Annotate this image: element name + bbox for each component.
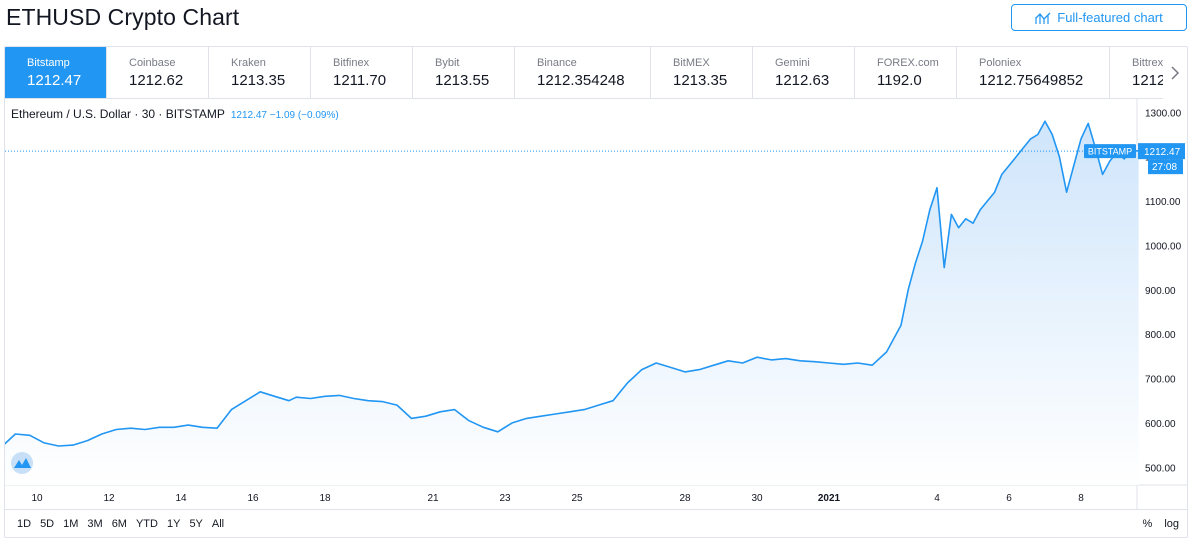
full-featured-chart-button[interactable]: Full-featured chart — [1011, 4, 1187, 31]
percent-scale-toggle[interactable]: % — [1142, 518, 1153, 530]
range-button-1m[interactable]: 1M — [63, 517, 79, 530]
exchange-price: 1213.35 — [673, 72, 728, 89]
price-chart[interactable]: 500.00 600.00 700.00 800.00 900.00 1000.00 110… — [5, 99, 1187, 509]
y-tick-label: 1300.00 — [1145, 108, 1182, 119]
range-button-all[interactable]: All — [211, 517, 225, 530]
exchange-tab-bybit[interactable]: Bybit 1213.55 — [413, 47, 515, 98]
exchange-name: Bitstamp — [27, 57, 70, 69]
x-tick-label: 6 — [1006, 493, 1012, 504]
chevron-right-icon[interactable] — [1163, 47, 1187, 99]
full-featured-chart-label: Full-featured chart — [1057, 10, 1163, 25]
tradingview-logo-icon — [11, 452, 33, 474]
y-tick-label: 1100.00 — [1145, 197, 1181, 208]
exchange-price: 1212 — [1132, 72, 1166, 89]
x-tick-label: 10 — [31, 493, 43, 504]
y-tick-label: 500.00 — [1145, 463, 1176, 474]
exchange-price: 1212.75649852 — [979, 72, 1084, 89]
chart-line-icon — [1035, 12, 1051, 24]
legend-symbol: Ethereum / U.S. Dollar · 30 · BITSTAMP — [11, 107, 225, 121]
exchange-name: Bitfinex — [333, 57, 370, 69]
legend-change: 1212.47 −1.09 (−0.09%) — [230, 110, 339, 121]
countdown-tag-background — [1148, 159, 1183, 175]
exchange-tab-poloniex[interactable]: Poloniex 1212.75649852 — [957, 47, 1110, 98]
scale-toggles: % log — [1143, 518, 1179, 530]
last-price-tag-background — [1138, 143, 1185, 160]
range-bar: 1D 5D 1M 3M 6M YTD 1Y 5Y All % log — [5, 509, 1187, 537]
exchange-name: Coinbase — [129, 57, 176, 69]
exchange-price: 1212.354248 — [537, 72, 625, 89]
exchange-tab-bitmex[interactable]: BitMEX 1213.35 — [651, 47, 753, 98]
x-tick-label: 12 — [103, 493, 115, 504]
range-button-5y[interactable]: 5Y — [189, 517, 203, 530]
range-button-1y[interactable]: 1Y — [166, 517, 181, 530]
x-tick-label: 23 — [499, 493, 511, 504]
exchange-price: 1213.55 — [435, 72, 490, 89]
exchange-name: Gemini — [775, 57, 810, 69]
exchange-price: 1212.47 — [27, 72, 82, 89]
x-tick-label: 28 — [679, 493, 691, 504]
range-button-5d[interactable]: 5D — [40, 517, 55, 530]
exchange-name: Bybit — [435, 57, 460, 69]
range-button-ytd[interactable]: YTD — [135, 517, 158, 530]
exchange-price: 1211.70 — [333, 72, 387, 89]
x-tick-label: 30 — [751, 493, 763, 504]
price-chart-svg[interactable]: 500.00 600.00 700.00 800.00 900.00 1000.00 110… — [5, 99, 1187, 509]
last-price-tag-label: 1212.47 — [1144, 147, 1181, 158]
logo-mountain — [14, 458, 31, 468]
exchange-tab-forex-com[interactable]: FOREX.com 1192.0 — [855, 47, 957, 98]
x-tick-label: 21 — [427, 493, 439, 504]
x-tick-label: 4 — [934, 493, 940, 504]
range-buttons: 1D 5D 1M 3M 6M YTD 1Y 5Y All — [5, 518, 224, 530]
range-button-1d[interactable]: 1D — [17, 517, 32, 530]
exchange-tab-gemini[interactable]: Gemini 1212.63 — [753, 47, 855, 98]
exchange-tabs: Bitstamp 1212.47 Coinbase 1212.62 Kraken 1213… — [5, 47, 1187, 99]
range-button-3m[interactable]: 3M — [87, 517, 103, 530]
y-tick-label: 1000.00 — [1145, 241, 1182, 252]
exchange-name: Binance — [537, 57, 577, 69]
exchange-price: 1213.35 — [231, 72, 286, 89]
exchange-tag-background — [1084, 144, 1136, 159]
price-area-fill — [5, 121, 1139, 485]
y-tick-label: 600.00 — [1145, 419, 1176, 430]
exchange-tab-bitstamp[interactable]: Bitstamp 1212.47 — [5, 47, 107, 98]
exchange-name: Poloniex — [979, 57, 1022, 69]
y-tick-label: 700.00 — [1145, 375, 1176, 386]
y-tick-label: 800.00 — [1145, 330, 1176, 341]
exchange-tab-coinbase[interactable]: Coinbase 1212.62 — [107, 47, 209, 98]
page-title: ETHUSD Crypto Chart — [6, 4, 240, 30]
range-button-6m[interactable]: 6M — [111, 517, 127, 530]
chart-widget: Bitstamp 1212.47 Coinbase 1212.62 Kraken 1213… — [4, 46, 1188, 538]
chart-legend: Ethereum / U.S. Dollar · 30 · BITSTAMP 1… — [11, 107, 339, 121]
exchange-tag-label: BITSTAMP — [1088, 147, 1132, 157]
exchange-name: Bittrex — [1132, 57, 1164, 69]
x-tick-label: 18 — [319, 493, 331, 504]
x-tick-label: 8 — [1078, 493, 1084, 504]
exchange-price: 1212.63 — [775, 72, 830, 89]
logo-circle — [11, 452, 33, 474]
exchange-price: 1212.62 — [129, 72, 184, 89]
log-scale-toggle[interactable]: log — [1164, 518, 1179, 530]
x-tick-label: 25 — [571, 493, 583, 504]
price-series-line — [5, 120, 1139, 447]
countdown-tag-label: 27:08 — [1152, 162, 1177, 173]
exchange-price: 1192.0 — [877, 72, 922, 89]
y-tick-label: 900.00 — [1145, 286, 1176, 297]
exchange-tab-kraken[interactable]: Kraken 1213.35 — [209, 47, 311, 98]
x-tick-label: 16 — [247, 493, 259, 504]
exchange-name: BitMEX — [673, 57, 710, 69]
exchange-name: Kraken — [231, 57, 266, 69]
exchange-tab-binance[interactable]: Binance 1212.354248 — [515, 47, 651, 98]
x-tick-label: 14 — [175, 493, 187, 504]
exchange-tab-bitfinex[interactable]: Bitfinex 1211.70 — [311, 47, 413, 98]
x-tick-label: 2021 — [818, 493, 841, 504]
exchange-name: FOREX.com — [877, 57, 939, 69]
